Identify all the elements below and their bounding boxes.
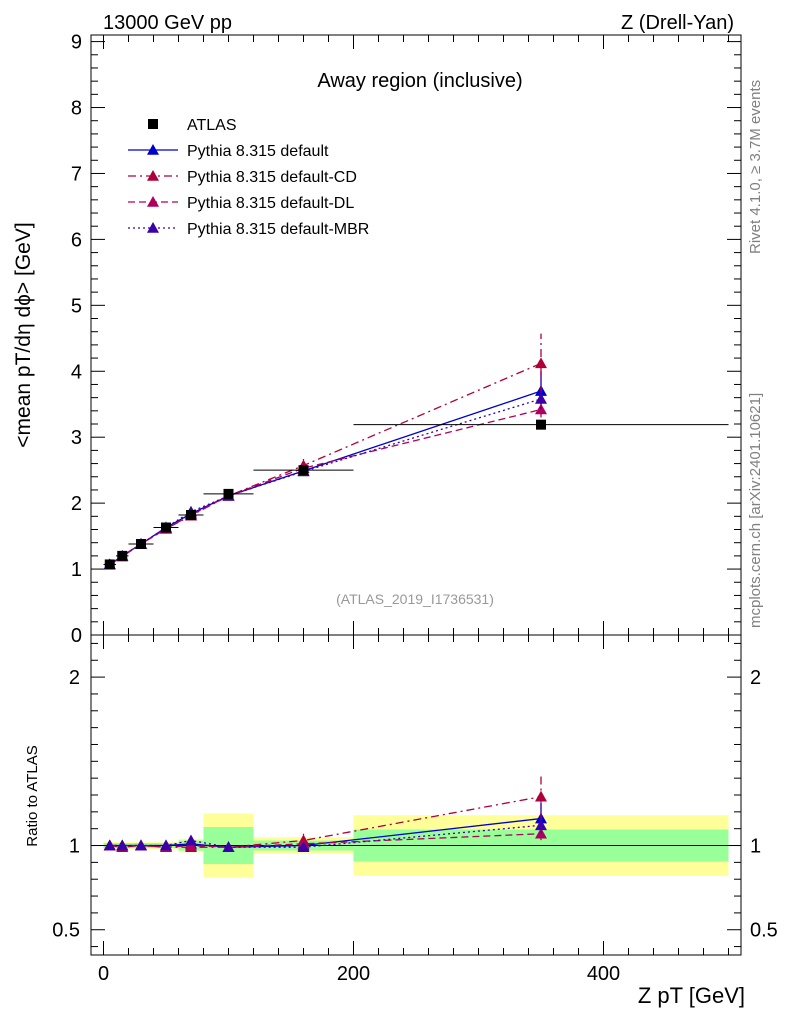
legend-label: Pythia 8.315 default-CD (187, 169, 357, 186)
y-tick-label: 7 (71, 163, 82, 185)
ratio-axis-label: Ratio to ATLAS (24, 745, 41, 846)
x-tick-label: 0 (98, 963, 109, 985)
ratio-tick-label: 0.5 (750, 920, 778, 942)
data-point (136, 539, 146, 550)
data-point (117, 550, 128, 561)
ratio-tick-label: 2 (69, 667, 80, 689)
ratio-point (185, 834, 197, 846)
legend: ATLAS Pythia 8.315 default Pythia 8.315 de… (128, 117, 369, 238)
data-point (104, 559, 115, 570)
ratio-point (135, 839, 147, 851)
legend-marker-atlas (148, 119, 158, 129)
header-left: 13000 GeV pp (103, 12, 232, 34)
y-tick-label: 3 (71, 427, 82, 449)
legend-label: Pythia 8.315 default (187, 143, 329, 160)
series-2 (103, 401, 547, 853)
legend-label: Pythia 8.315 default-MBR (187, 221, 369, 238)
data-point (223, 488, 234, 499)
ratio-tick-label: 1 (750, 836, 761, 858)
mcplots-label: mcplots.cern.ch [arXiv:2401.10621] (747, 393, 764, 628)
x-tick-label: 200 (337, 963, 370, 985)
chart-title: Away region (inclusive) (317, 70, 522, 92)
data-point (536, 419, 546, 430)
ratio-point (103, 839, 116, 851)
series-line (109, 398, 542, 565)
ratio-tick-label: 2 (750, 667, 761, 689)
y-tick-label: 8 (71, 98, 82, 120)
y-axis-label: <mean pT/dη dϕ> [GeV] (12, 222, 35, 447)
ratio-point (535, 790, 547, 802)
header-right: Z (Drell-Yan) (621, 12, 734, 34)
analysis-id: (ATLAS_2019_I1736531) (336, 591, 494, 607)
ratio-frame (90, 634, 742, 956)
ratio-point (535, 819, 547, 831)
ratio-point (222, 841, 235, 853)
series-3 (103, 389, 547, 853)
atlas-data (103, 419, 729, 570)
y-tick-label: 9 (71, 32, 82, 54)
x-axis-label: Z pT [GeV] (638, 983, 745, 1008)
series-line (109, 390, 542, 565)
y-tick-label: 5 (71, 295, 82, 317)
y-tick-label: 1 (71, 559, 82, 581)
ratio-tick-label: 0.5 (52, 920, 80, 942)
data-point (186, 510, 196, 520)
legend-label-atlas: ATLAS (187, 117, 237, 134)
data-point (298, 465, 309, 476)
series-point (535, 403, 547, 415)
ratio-point (116, 839, 129, 851)
y-tick-label: 0 (71, 625, 82, 647)
series-group (103, 333, 729, 853)
rivet-label: Rivet 4.1.0, ≥ 3.7M events (747, 80, 764, 254)
series-point (535, 357, 547, 369)
series-line (109, 408, 542, 565)
ratio-point (297, 841, 310, 853)
legend-marker (147, 144, 159, 155)
x-tick-label: 400 (587, 963, 620, 985)
legend-marker (147, 196, 159, 207)
series-point (535, 392, 547, 404)
data-point (161, 522, 171, 533)
y-tick-label: 4 (71, 361, 82, 383)
axes: 0 200 400 0 1 2 3 4 5 6 7 8 9 0.5 0.5 1 1 2 2 (52, 32, 778, 985)
ratio-point (160, 839, 172, 851)
legend-marker (147, 222, 159, 233)
ratio-line (109, 796, 542, 848)
legend-label: Pythia 8.315 default-DL (187, 195, 354, 212)
legend-marker (147, 170, 159, 181)
y-tick-label: 6 (71, 229, 82, 251)
ratio-tick-label: 1 (69, 836, 80, 858)
y-tick-label: 2 (71, 493, 82, 515)
series-0 (103, 371, 547, 853)
